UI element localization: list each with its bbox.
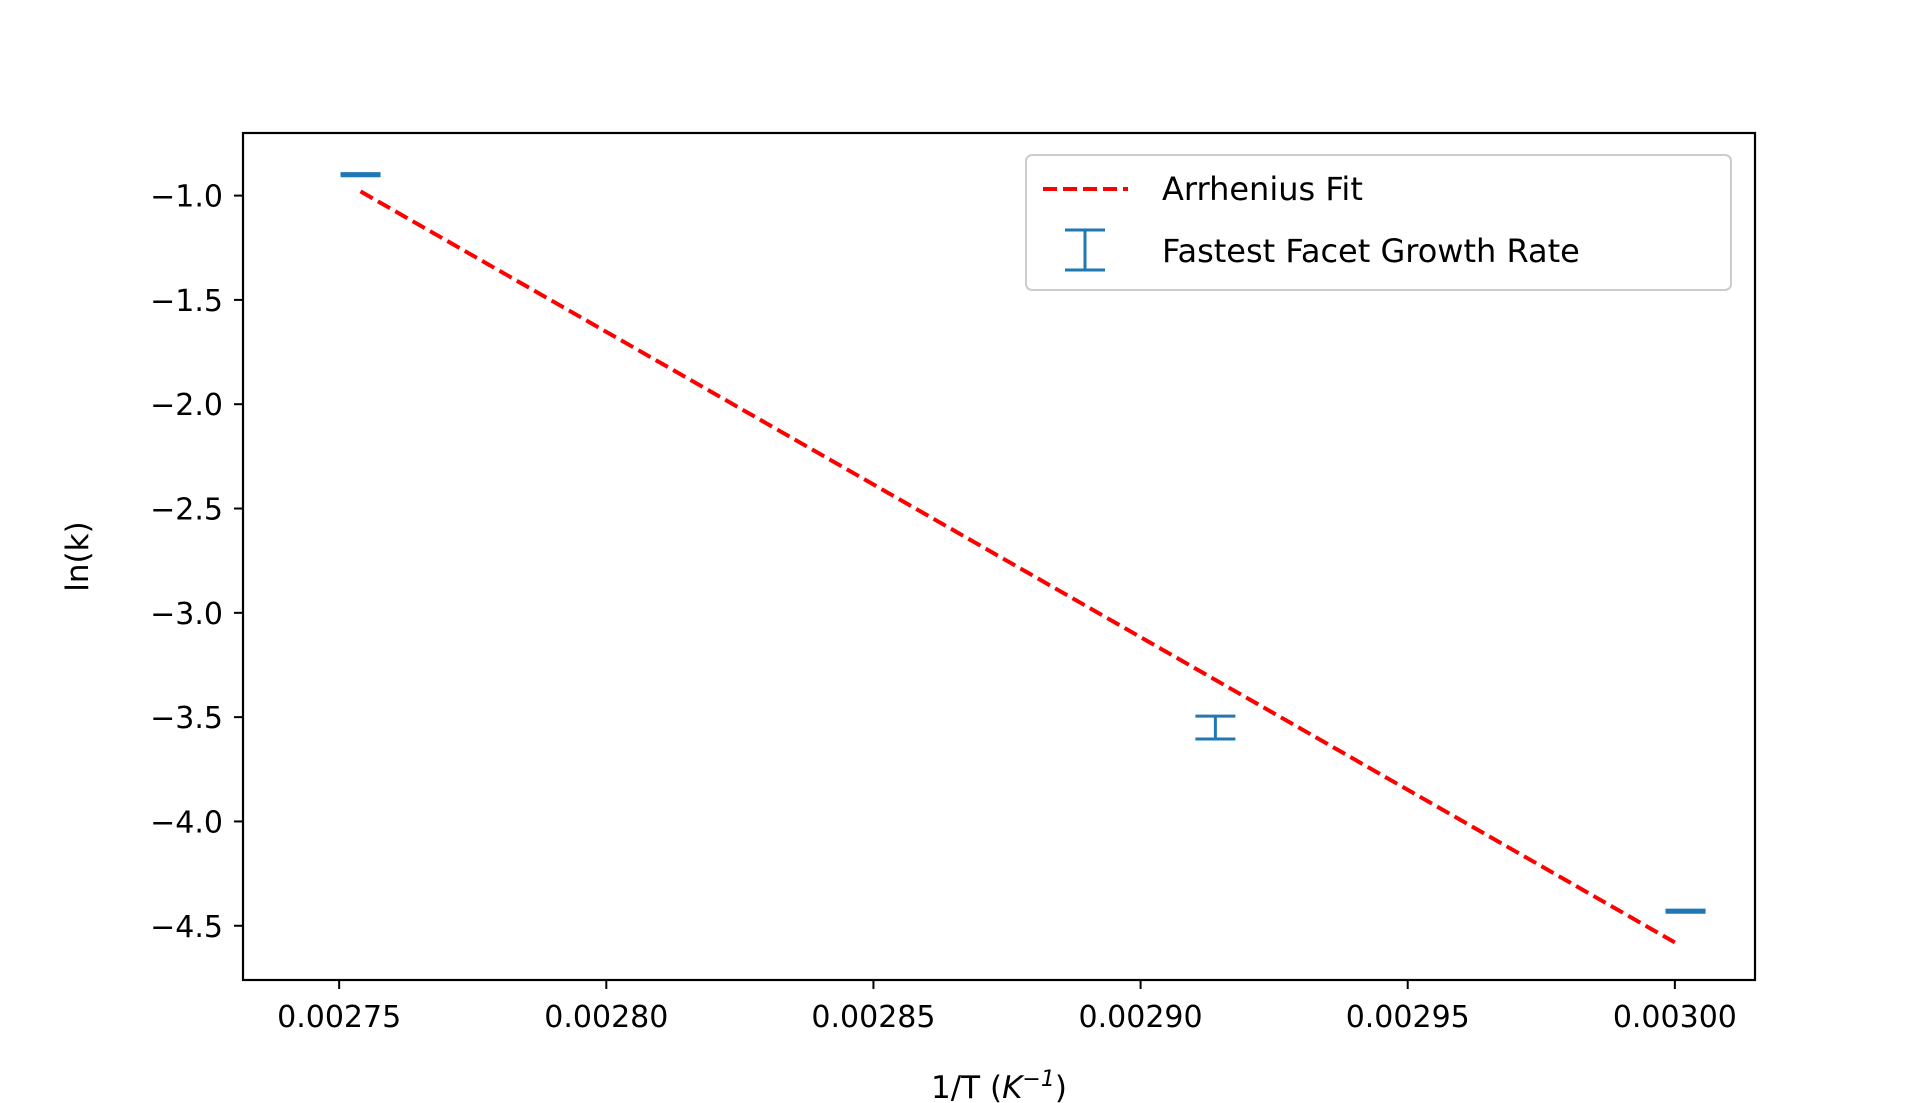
x-tick-label: 0.00300	[1613, 1000, 1737, 1035]
plot-layer	[340, 172, 1706, 945]
y-tick-label: −2.5	[150, 493, 223, 528]
y-axis-label: ln(k)	[60, 521, 96, 591]
x-axis-label-close: )	[1055, 1070, 1067, 1103]
legend-label-growth-rate: Fastest Facet Growth Rate	[1162, 232, 1580, 270]
y-tick-label: −1.0	[150, 180, 223, 215]
y-tick-label: −1.5	[150, 284, 223, 319]
x-axis-label-exponent: −1	[1022, 1067, 1054, 1092]
errorbar-point	[340, 172, 381, 178]
x-tick-label: 0.00275	[277, 1000, 401, 1035]
y-tick-label: −3.5	[150, 701, 223, 736]
x-tick-label: 0.00295	[1346, 1000, 1470, 1035]
y-tick-label: −4.0	[150, 805, 223, 840]
x-axis-label-unit: K	[1002, 1070, 1025, 1103]
y-tick-label: −4.5	[150, 910, 223, 945]
legend-label-arrhenius-fit: Arrhenius Fit	[1162, 170, 1363, 208]
ticks-layer: 0.00275 0.00280 0.00285 0.00290 0.00295 0.003…	[150, 180, 1737, 1035]
x-axis-label-main: 1/T (	[931, 1070, 1002, 1103]
y-tick-label: −2.0	[150, 388, 223, 423]
legend-box	[1025, 154, 1732, 291]
legend: Arrhenius Fit Fastest Facet Growth Rate	[1025, 154, 1732, 291]
x-tick-label: 0.00280	[544, 1000, 668, 1035]
x-tick-label: 0.00290	[1079, 1000, 1203, 1035]
x-axis-label: 1/T (K−1)	[931, 1067, 1067, 1103]
axes-frame	[241, 131, 1757, 982]
errorbar-point	[1195, 714, 1236, 741]
y-tick-label: −3.0	[150, 597, 223, 632]
arrhenius-fit-line	[359, 189, 1676, 945]
x-tick-label: 0.00285	[811, 1000, 935, 1035]
errorbar-point	[1665, 908, 1706, 914]
legend-errorbar-swatch	[1065, 228, 1105, 272]
